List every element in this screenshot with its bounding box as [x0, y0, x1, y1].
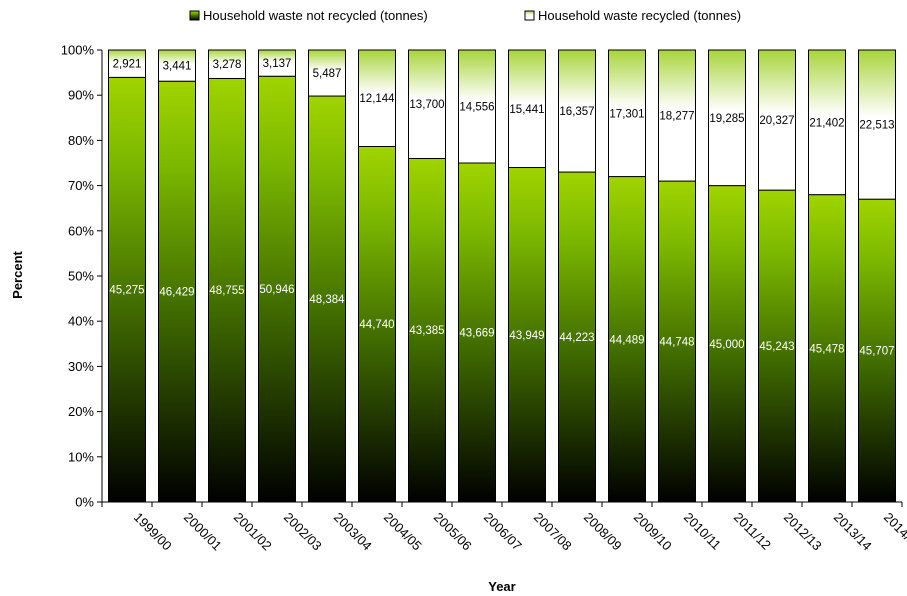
data-label-not-recycled: 46,429: [159, 287, 194, 299]
bar-not-recycled: [258, 75, 296, 503]
data-label-not-recycled: 44,748: [659, 337, 694, 349]
bar-not-recycled: [158, 80, 196, 503]
legend-swatch-recycled: [524, 10, 535, 21]
legend-label-not-recycled: Household waste not recycled (tonnes): [203, 8, 428, 23]
data-label-recycled: 15,441: [509, 104, 544, 116]
bar-not-recycled: [408, 157, 446, 503]
data-label-recycled: 21,402: [809, 117, 844, 129]
y-tick-label: 100%: [61, 43, 95, 58]
x-tick-label: 2009/10: [631, 510, 675, 554]
legend: Household waste not recycled (tonnes) Ho…: [189, 8, 741, 23]
data-label-recycled: 16,357: [559, 106, 594, 118]
x-tick-label: 2010/11: [681, 510, 724, 553]
bar-recycled: [658, 49, 696, 182]
data-label-not-recycled: 48,384: [309, 294, 345, 306]
x-tick-label: 2008/09: [581, 510, 625, 554]
bar-recycled: [858, 49, 896, 200]
x-tick-label: 2011/12: [731, 510, 774, 553]
x-axis-title: Year: [488, 579, 515, 594]
bar-not-recycled: [758, 189, 796, 503]
y-tick-label: 90%: [68, 88, 94, 103]
y-tick-label: 60%: [68, 223, 94, 238]
y-tick-label: 50%: [68, 269, 94, 284]
bar-not-recycled: [608, 176, 646, 503]
x-tick-label: 1999/00: [131, 510, 175, 554]
data-label-recycled: 18,277: [659, 111, 694, 123]
data-label-not-recycled: 50,946: [259, 284, 294, 296]
data-label-recycled: 3,441: [163, 61, 192, 73]
data-label-recycled: 22,513: [859, 120, 894, 132]
bar-recycled: [108, 49, 146, 78]
data-label-recycled: 2,921: [113, 59, 142, 71]
plot-area: 0% 10% 20% 30% 40% 50% 60% 70% 80% 90% 100% 45,275 2…: [61, 43, 907, 554]
data-label-recycled: 13,700: [409, 99, 444, 111]
bar-recycled: [508, 49, 546, 169]
bar-not-recycled: [308, 95, 346, 503]
data-label-not-recycled: 44,223: [559, 332, 594, 344]
bar-not-recycled: [808, 194, 846, 503]
x-tick-label: 2012/13: [781, 510, 825, 554]
bar-not-recycled: [458, 162, 496, 503]
data-label-recycled: 12,144: [359, 93, 395, 105]
legend-label-recycled: Household waste recycled (tonnes): [538, 8, 741, 23]
y-tick-label: 0%: [75, 495, 94, 510]
y-tick-label: 70%: [68, 178, 94, 193]
x-tick-label: 2013/14: [831, 510, 875, 554]
x-tick-label: 2014/15: [881, 510, 907, 554]
x-tick-label: 2001/02: [231, 510, 275, 554]
data-label-not-recycled: 44,489: [609, 334, 644, 346]
bar-not-recycled: [558, 171, 596, 503]
x-tick-label: 2004/05: [381, 510, 425, 554]
bar-recycled: [608, 49, 646, 178]
legend-swatch-not-recycled: [189, 10, 200, 21]
y-tick-label: 10%: [68, 449, 94, 464]
x-tick-label: 2003/04: [331, 510, 375, 554]
data-label-recycled: 19,285: [709, 113, 744, 125]
x-tick-label: 2002/03: [281, 510, 325, 554]
y-axis-title: Percent: [10, 250, 25, 298]
data-label-not-recycled: 48,755: [209, 285, 244, 297]
data-label-not-recycled: 44,740: [359, 319, 394, 331]
data-label-recycled: 3,137: [263, 58, 292, 70]
data-label-not-recycled: 43,669: [459, 327, 494, 339]
x-tick-label: 2007/08: [531, 510, 575, 554]
y-tick-label: 20%: [68, 404, 94, 419]
bar-recycled: [308, 49, 346, 97]
bar-recycled: [408, 49, 446, 159]
data-label-not-recycled: 45,000: [709, 339, 744, 351]
bar-recycled: [758, 49, 796, 191]
bar-recycled: [458, 49, 496, 164]
bar-recycled: [708, 49, 746, 187]
data-label-not-recycled: 45,275: [109, 285, 144, 297]
bar-not-recycled: [208, 77, 246, 503]
bar-not-recycled: [858, 198, 896, 503]
x-tick-label: 2000/01: [181, 510, 225, 554]
x-tick-label: 2006/07: [481, 510, 525, 554]
bar-recycled: [558, 49, 596, 173]
bar-recycled: [358, 49, 396, 147]
bar-not-recycled: [358, 145, 396, 503]
data-label-recycled: 3,278: [213, 59, 242, 71]
data-label-recycled: 14,556: [459, 101, 494, 113]
bar-recycled: [808, 49, 846, 196]
data-label-recycled: 20,327: [759, 115, 794, 127]
y-tick-label: 40%: [68, 314, 94, 329]
data-label-not-recycled: 45,478: [809, 343, 844, 355]
bar-recycled: [258, 49, 296, 77]
x-tick-label: 2005/06: [431, 510, 475, 554]
data-label-not-recycled: 43,949: [509, 330, 544, 342]
data-label-not-recycled: 45,707: [859, 346, 894, 358]
data-label-not-recycled: 43,385: [409, 325, 444, 337]
data-label-recycled: 17,301: [609, 108, 644, 120]
bar-not-recycled: [108, 76, 146, 503]
data-label-recycled: 5,487: [313, 68, 342, 80]
bar-recycled: [158, 49, 196, 82]
y-tick-label: 80%: [68, 133, 94, 148]
bar-recycled: [208, 49, 246, 79]
y-tick-label: 30%: [68, 359, 94, 374]
data-label-not-recycled: 45,243: [759, 341, 794, 353]
